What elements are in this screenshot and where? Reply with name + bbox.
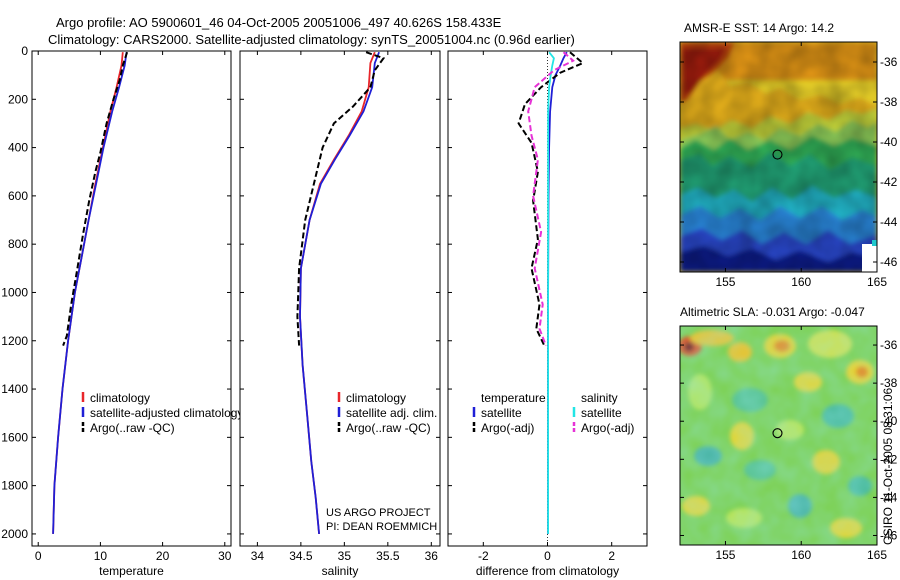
sla-map-axes: -36 -38 -40 -42 -44 -46 155 160 165 — [679, 325, 898, 562]
map-y-tick-label: -44 — [880, 215, 898, 229]
x-tick-label: 2 — [608, 549, 615, 563]
x-tick-label: 0 — [544, 549, 551, 563]
y-tick-label: 1000 — [1, 285, 28, 299]
series-line-satellite — [299, 51, 380, 534]
map-frame — [679, 325, 878, 546]
sla-map-image — [680, 326, 877, 545]
series-line-argo — [62, 51, 129, 346]
series-line-sal_satellite — [547, 51, 555, 534]
legend-label: Argo(..raw -QC) — [346, 421, 431, 435]
y-tick-label: 1200 — [1, 334, 28, 348]
x-tick-label: 10 — [94, 549, 108, 563]
map-x-tick-label: 160 — [791, 548, 811, 562]
series-line-argo — [296, 51, 386, 346]
pi-credit: PI: DEAN ROEMMICH — [326, 521, 437, 533]
legend-header-salinity: salinity — [581, 391, 618, 405]
y-tick-label: 2000 — [1, 527, 28, 541]
y-tick-label: 1400 — [1, 382, 28, 396]
x-tick-label: 35.5 — [376, 549, 400, 563]
map-y-tick-label: -40 — [880, 135, 898, 149]
legend-label: climatology — [346, 391, 406, 405]
y-tick-label: 600 — [8, 189, 28, 203]
series-line-sal_argo — [527, 51, 575, 346]
map-y-tick-label: -44 — [880, 490, 898, 504]
sst-map-title: AMSR-E SST: 14 Argo: 14.2 — [684, 21, 834, 35]
map-y-tick-label: -36 — [880, 338, 898, 352]
legend-label: satellite-adjusted climatology — [90, 406, 243, 420]
legend-label: Argo(..raw -QC) — [90, 421, 175, 435]
map-y-tick-label: -38 — [880, 95, 898, 109]
header-line-2: Climatology: CARS2000. Satellite-adjuste… — [48, 32, 575, 47]
map-frame — [679, 41, 878, 273]
series-line-argo — [517, 51, 585, 347]
map-x-tick-label: 155 — [715, 275, 735, 289]
plot-frame — [31, 50, 232, 547]
x-tick-label: 34.5 — [289, 549, 313, 563]
x-tick-label: 34 — [251, 549, 265, 563]
legend-label: Argo(-adj) — [581, 421, 634, 435]
map-x-tick-label: 160 — [791, 275, 811, 289]
map-y-tick-label: -38 — [880, 376, 898, 390]
y-tick-label: 200 — [8, 92, 28, 106]
legend-label: Argo(-adj) — [481, 421, 534, 435]
legend-label: satellite — [581, 406, 622, 420]
map-y-tick-label: -36 — [880, 55, 898, 69]
map-x-tick-label: 155 — [715, 548, 735, 562]
map-x-tick-label: 165 — [867, 275, 887, 289]
sla-map-title: Altimetric SLA: -0.031 Argo: -0.047 — [680, 305, 865, 319]
legend-label: satellite adj. clim. — [346, 406, 437, 420]
legend-label: climatology — [90, 391, 150, 405]
sst-map-image — [680, 42, 877, 272]
sst-map-axes: -36 -38 -40 -42 -44 -46 155 160 165 — [679, 41, 898, 289]
map-y-tick-label: -42 — [880, 452, 898, 466]
map-y-tick-label: -46 — [880, 528, 898, 542]
x-tick-label: -2 — [478, 549, 489, 563]
temperature-panel: 0 200 400 600 800 1000 1200 1400 1600 1800 2000 0 10… — [1, 44, 243, 578]
salinity-panel: 34 34.5 35 35.5 36 salinity climatologysatelli… — [239, 50, 441, 578]
y-tick-label: 0 — [21, 44, 28, 58]
y-tick-label: 1600 — [1, 430, 28, 444]
y-tick-label: 1800 — [1, 479, 28, 493]
header-line-1: Argo profile: AO 5900601_46 04-Oct-2005 … — [56, 15, 502, 30]
map-y-tick-label: -46 — [880, 255, 898, 269]
legend-label: satellite — [481, 406, 522, 420]
map-x-tick-label: 165 — [867, 548, 887, 562]
x-axis-label: difference from climatology — [476, 564, 619, 578]
x-axis-label: temperature — [99, 564, 164, 578]
argo-location-marker — [772, 428, 783, 439]
x-tick-label: 0 — [35, 549, 42, 563]
argo-location-marker — [772, 149, 783, 160]
x-tick-label: 36 — [425, 549, 439, 563]
y-tick-label: 800 — [8, 237, 28, 251]
project-credit: US ARGO PROJECT — [326, 507, 431, 519]
map-y-tick-label: -42 — [880, 175, 898, 189]
series-line-satellite — [52, 52, 128, 534]
x-tick-label: 30 — [218, 549, 232, 563]
x-axis-label: salinity — [322, 564, 359, 578]
map-y-tick-label: -40 — [880, 414, 898, 428]
x-tick-label: 20 — [156, 549, 170, 563]
plot-frame — [239, 50, 441, 547]
x-tick-label: 35 — [338, 549, 352, 563]
legend-header-temperature: temperature — [481, 391, 546, 405]
timestamp: CSIRO 11-Oct-2005 08:31:06 — [881, 387, 895, 545]
y-tick-label: 400 — [8, 141, 28, 155]
